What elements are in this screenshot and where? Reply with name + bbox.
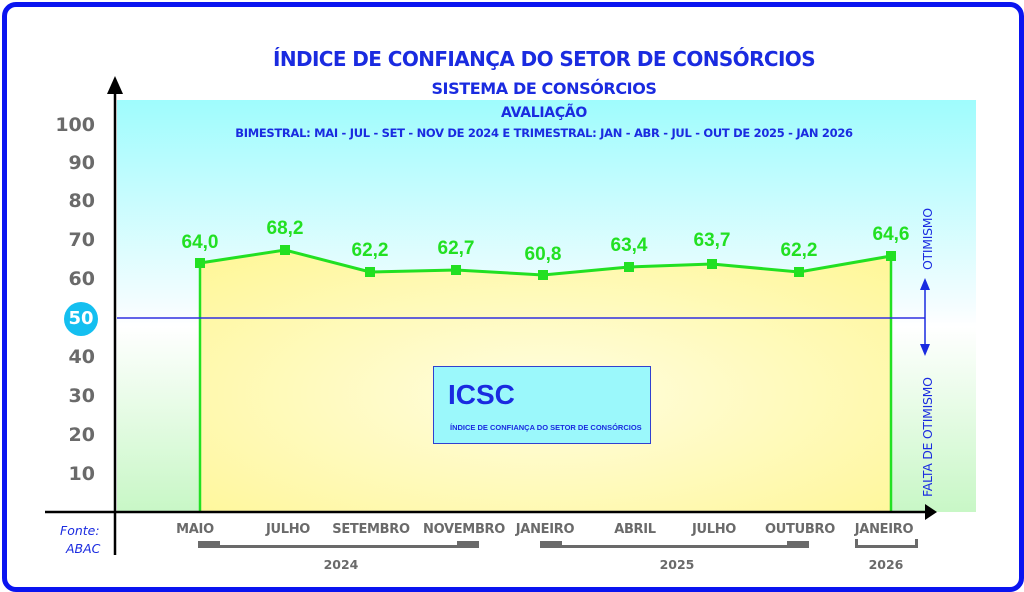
data-point	[280, 245, 290, 255]
y-tick: 70	[68, 229, 95, 251]
data-point	[451, 265, 461, 275]
legend-acronym: ICSC	[448, 379, 515, 410]
series-markers	[195, 245, 896, 280]
evaluation-label: AVALIAÇÃO	[501, 105, 587, 121]
point-label: 62,7	[437, 238, 475, 259]
chart-title: ÍNDICE DE CONFIANÇA DO SETOR DE CONSÓRCI…	[272, 47, 816, 71]
x-tick: JULHO	[265, 522, 311, 537]
source-label: Fonte:	[60, 523, 100, 538]
point-label: 64,0	[181, 232, 219, 253]
y-tick: 80	[68, 190, 95, 212]
y-tick-50-highlight: 50	[64, 302, 98, 336]
optimism-arrows-icon	[920, 278, 930, 356]
y-tick: 20	[68, 424, 95, 446]
point-label: 68,2	[266, 218, 304, 239]
year-label: 2024	[323, 557, 359, 572]
lack-of-optimism-label: FALTA DE OTIMISMO	[920, 377, 935, 497]
x-tick: SETEMBRO	[332, 522, 410, 537]
x-tick: OUTUBRO	[765, 522, 835, 537]
source-value: ABAC	[66, 541, 101, 556]
x-tick: MAIO	[176, 522, 214, 537]
period-note: BIMESTRAL: MAI - JUL - SET - NOV DE 2024…	[235, 126, 853, 140]
y-tick: 30	[68, 385, 95, 407]
year-label: 2025	[659, 557, 695, 572]
data-point	[886, 251, 896, 261]
x-tick: JULHO	[691, 522, 737, 537]
data-point	[365, 267, 375, 277]
legend-full-name: ÍNDICE DE CONFIANÇA DO SETOR DE CONSÓRCI…	[450, 423, 642, 432]
y-tick: 10	[68, 463, 95, 485]
point-label: 62,2	[780, 240, 818, 261]
y-tick: 100	[55, 114, 95, 136]
year-brackets	[198, 539, 918, 548]
data-point	[794, 267, 804, 277]
x-tick: JANEIRO	[515, 522, 575, 537]
point-label: 64,6	[872, 224, 910, 245]
x-tick: JANEIRO	[854, 522, 914, 537]
point-label: 63,7	[693, 230, 731, 251]
y-axis-arrow-icon	[107, 76, 123, 94]
point-label: 63,4	[610, 235, 648, 256]
y-tick: 40	[68, 346, 95, 368]
optimism-label: OTIMISMO	[920, 208, 935, 270]
point-label: 62,2	[351, 240, 389, 261]
y-tick: 60	[68, 268, 95, 290]
legend-box: ICSC ÍNDICE DE CONFIANÇA DO SETOR DE CON…	[433, 366, 651, 444]
data-point	[195, 258, 205, 268]
year-label: 2026	[868, 557, 904, 572]
x-tick: ABRIL	[614, 522, 656, 537]
data-point	[624, 262, 634, 272]
y-tick: 90	[68, 152, 95, 174]
data-point	[538, 270, 548, 280]
data-point	[707, 259, 717, 269]
x-tick: NOVEMBRO	[422, 522, 506, 537]
x-axis-arrow-icon	[925, 504, 937, 520]
point-label: 60,8	[524, 244, 562, 265]
chart-subtitle: SISTEMA DE CONSÓRCIOS	[431, 79, 657, 98]
